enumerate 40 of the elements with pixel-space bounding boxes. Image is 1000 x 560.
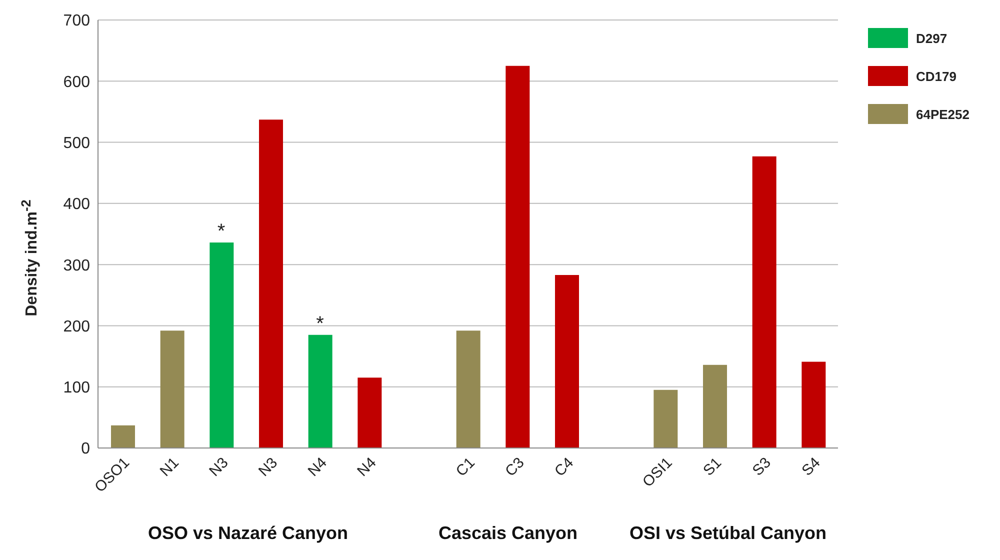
x-tick-label: N3 <box>255 454 282 480</box>
x-tick-label: S1 <box>700 454 726 480</box>
legend-label: D297 <box>916 30 948 46</box>
bar <box>259 120 283 448</box>
text: Cascais Canyon <box>437 523 579 544</box>
x-tick-label: S3 <box>749 454 774 480</box>
x-tick-label: N4 <box>304 454 330 480</box>
x-tick-label: S4 <box>798 454 824 480</box>
text: OSO vs Nazaré Canyon <box>146 523 350 544</box>
y-tick-label: 600 <box>63 74 90 91</box>
legend-label: CD179 <box>916 68 956 84</box>
bar <box>654 390 678 448</box>
legend-label: 64PE252 <box>916 106 970 122</box>
y-tick-label: 400 <box>63 196 90 214</box>
y-tick-label: 0 <box>81 440 90 458</box>
y-tick-label: 100 <box>63 380 90 397</box>
bar <box>111 425 135 448</box>
annotation: * <box>217 220 226 243</box>
bar <box>752 156 776 448</box>
x-tick-label: C1 <box>452 454 478 480</box>
bar <box>160 330 184 448</box>
x-tick-label: N4 <box>354 454 380 480</box>
y-tick-label: 700 <box>63 12 90 30</box>
bar <box>456 330 480 448</box>
bar <box>506 66 530 448</box>
bar <box>555 274 579 448</box>
text: OSI vs Setúbal Canyon <box>628 523 828 544</box>
annotation: * <box>316 312 324 335</box>
bar <box>308 334 332 448</box>
y-tick-label: 500 <box>63 134 90 152</box>
x-tick-label: N3 <box>206 454 232 480</box>
x-tick-label: N1 <box>156 454 182 480</box>
x-tick-label: C4 <box>551 454 578 480</box>
x-tick-label: C3 <box>502 454 528 480</box>
bar <box>703 364 727 448</box>
bar <box>210 242 234 448</box>
bar <box>358 378 382 448</box>
y-tick-label: 300 <box>63 257 90 274</box>
bar <box>802 362 826 448</box>
y-tick-label: 200 <box>63 318 90 336</box>
